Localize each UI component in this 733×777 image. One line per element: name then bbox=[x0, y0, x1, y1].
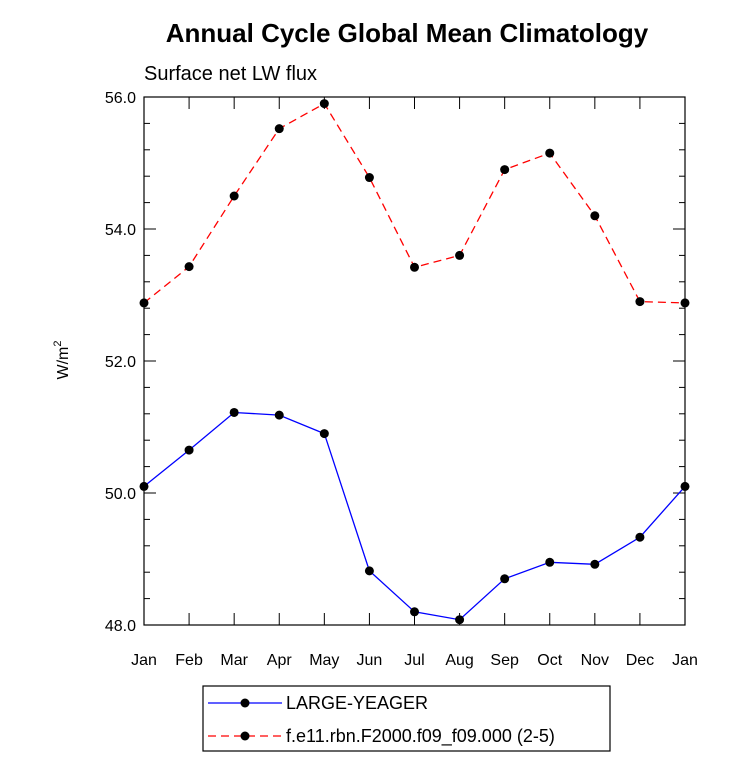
series-layer bbox=[139, 99, 690, 625]
data-point bbox=[635, 297, 645, 307]
legend-label-f-e11: f.e11.rbn.F2000.f09_f09.000 (2-5) bbox=[286, 726, 555, 747]
data-point bbox=[184, 445, 194, 455]
y-tick-label: 50.0 bbox=[105, 486, 136, 503]
data-point bbox=[410, 607, 419, 617]
data-point bbox=[319, 99, 329, 109]
data-point bbox=[455, 615, 465, 625]
data-point bbox=[274, 124, 284, 134]
x-tick-label: Jul bbox=[404, 652, 424, 669]
chart-subtitle: Surface net LW flux bbox=[144, 63, 317, 85]
x-tick-labels: Jan Feb Mar Apr May Jun Jul Aug Sep Oct Nov Dec Jan bbox=[131, 652, 698, 669]
chart-title: Annual Cycle Global Mean Climatology bbox=[166, 18, 649, 48]
data-point bbox=[590, 559, 600, 569]
x-tick-label: Mar bbox=[220, 652, 248, 669]
data-point bbox=[364, 566, 374, 576]
y-axis-label: W/m2 bbox=[52, 341, 72, 380]
y-axis-label-superscript: 2 bbox=[52, 341, 64, 347]
data-point bbox=[274, 410, 284, 420]
data-point bbox=[139, 481, 149, 491]
data-point bbox=[635, 532, 645, 542]
y-tick-label: 56.0 bbox=[105, 90, 136, 107]
data-point bbox=[229, 407, 239, 417]
series-line-large-yeager bbox=[143, 411, 686, 621]
x-tick-label: Oct bbox=[537, 652, 562, 669]
x-tick-label: Apr bbox=[267, 652, 293, 669]
x-tick-label: Sep bbox=[490, 652, 519, 669]
axis-ticks bbox=[143, 96, 686, 626]
y-tick-label: 54.0 bbox=[105, 222, 136, 239]
data-point bbox=[680, 298, 690, 308]
x-tick-label: Nov bbox=[581, 652, 609, 669]
y-axis-label-text: W/m bbox=[55, 347, 72, 380]
data-point bbox=[680, 481, 690, 491]
x-tick-label: Jan bbox=[131, 652, 157, 669]
data-point bbox=[455, 250, 465, 260]
legend-box bbox=[202, 685, 611, 752]
data-point bbox=[500, 574, 510, 584]
data-point bbox=[139, 298, 149, 308]
legend-label-large-yeager: LARGE-YEAGER bbox=[286, 693, 428, 713]
y-tick-label: 52.0 bbox=[105, 354, 136, 371]
legend-marker-large-yeager bbox=[240, 698, 250, 708]
data-point bbox=[184, 262, 194, 272]
data-point bbox=[410, 262, 419, 272]
y-tick-labels: 48.0 50.0 52.0 54.0 56.0 bbox=[105, 90, 136, 635]
series-line-f-e11 bbox=[143, 102, 686, 304]
data-point bbox=[364, 173, 374, 183]
legend: LARGE-YEAGER f.e11.rbn.F2000.f09_f09.000… bbox=[202, 685, 611, 752]
data-point bbox=[545, 148, 555, 158]
data-point bbox=[590, 211, 600, 221]
data-point bbox=[319, 429, 329, 439]
x-tick-label: Aug bbox=[445, 652, 473, 669]
x-tick-label: Jun bbox=[357, 652, 383, 669]
svg-text:W/m2: W/m2 bbox=[52, 341, 72, 380]
x-tick-label: May bbox=[309, 652, 339, 669]
data-point bbox=[229, 191, 239, 201]
x-tick-label: Feb bbox=[175, 652, 203, 669]
data-point bbox=[500, 165, 510, 175]
x-tick-label: Dec bbox=[626, 652, 654, 669]
y-tick-label: 48.0 bbox=[105, 618, 136, 635]
x-tick-label: Jan bbox=[672, 652, 698, 669]
legend-marker-f-e11 bbox=[240, 731, 250, 741]
plot-area-frame bbox=[143, 96, 686, 626]
data-point bbox=[545, 557, 555, 567]
